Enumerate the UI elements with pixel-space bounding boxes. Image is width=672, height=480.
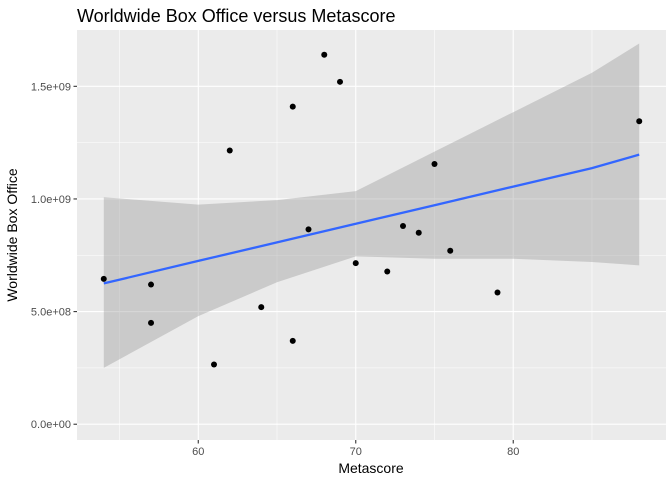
confidence-band <box>103 43 640 368</box>
x-axis: 60 70 80 <box>192 440 519 458</box>
data-point <box>148 281 155 288</box>
data-point <box>384 268 391 275</box>
x-tick-label: 70 <box>350 446 362 458</box>
regression-line <box>103 153 640 285</box>
data-point <box>100 275 107 282</box>
data-point <box>148 319 155 326</box>
data-point <box>258 304 265 311</box>
y-axis-title: Worldwide Box Office <box>4 168 20 302</box>
data-point <box>226 147 233 154</box>
data-point <box>415 229 422 236</box>
x-tick-label: 60 <box>192 446 204 458</box>
data-point <box>305 226 312 233</box>
y-axis: 0.0e+00 5.0e+08 1.0e+09 1.5e+09 <box>31 81 77 431</box>
x-tick-label: 80 <box>507 446 519 458</box>
y-tick-label: 1.0e+09 <box>31 194 71 206</box>
major-gridlines <box>77 30 666 440</box>
y-tick-label: 5.0e+08 <box>31 307 71 319</box>
data-point <box>399 222 406 229</box>
data-point <box>636 118 643 125</box>
data-point <box>289 103 296 110</box>
plot-panel <box>77 30 666 440</box>
data-point <box>211 361 218 368</box>
data-point <box>494 289 501 296</box>
data-point <box>447 247 454 254</box>
data-point <box>321 51 328 58</box>
chart-title: Worldwide Box Office versus Metascore <box>77 6 395 26</box>
data-point <box>289 337 296 344</box>
data-point <box>431 161 438 168</box>
minor-gridlines <box>77 30 666 440</box>
data-points <box>100 51 643 368</box>
data-point <box>352 260 359 267</box>
y-tick-label: 1.5e+09 <box>31 81 71 93</box>
y-tick-label: 0.0e+00 <box>31 419 71 431</box>
x-axis-title: Metascore <box>338 460 404 476</box>
data-point <box>337 78 344 85</box>
